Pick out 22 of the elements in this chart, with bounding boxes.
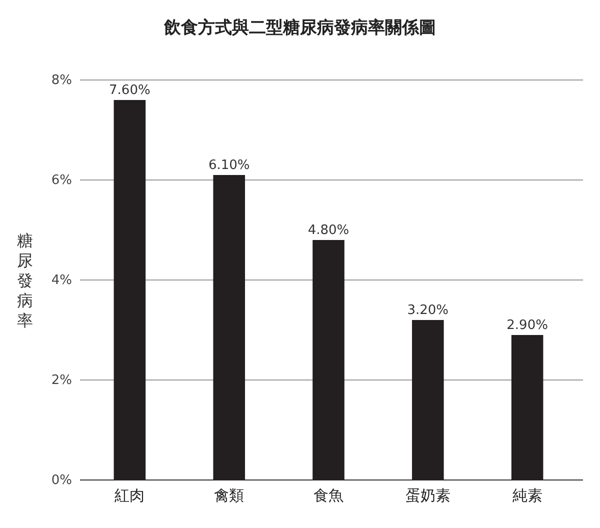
y-tick-label: 8%	[51, 73, 72, 88]
bar	[412, 320, 444, 480]
y-tick-label: 0%	[51, 473, 72, 488]
x-tick-label: 純素	[512, 486, 542, 505]
y-axis-title: 糖尿發病率	[17, 231, 33, 330]
y-tick-label: 6%	[51, 173, 72, 188]
chart-title: 飲食方式與二型糖尿病發病率關係圖	[163, 18, 436, 38]
y-tick-label: 2%	[51, 373, 72, 388]
data-label: 4.80%	[308, 223, 350, 238]
x-tick-label: 禽類	[214, 486, 244, 505]
data-label: 7.60%	[109, 83, 150, 98]
bar	[114, 100, 146, 480]
data-label: 6.10%	[208, 158, 250, 173]
bar	[213, 175, 246, 480]
bar	[511, 335, 544, 480]
x-tick-label: 食魚	[314, 486, 344, 505]
x-tick-label: 蛋奶素	[405, 486, 450, 505]
y-tick-label: 4%	[51, 273, 72, 288]
x-tick-label: 紅肉	[114, 486, 145, 505]
bar	[312, 240, 344, 480]
data-label: 2.90%	[506, 318, 548, 333]
data-label: 3.20%	[407, 303, 449, 318]
